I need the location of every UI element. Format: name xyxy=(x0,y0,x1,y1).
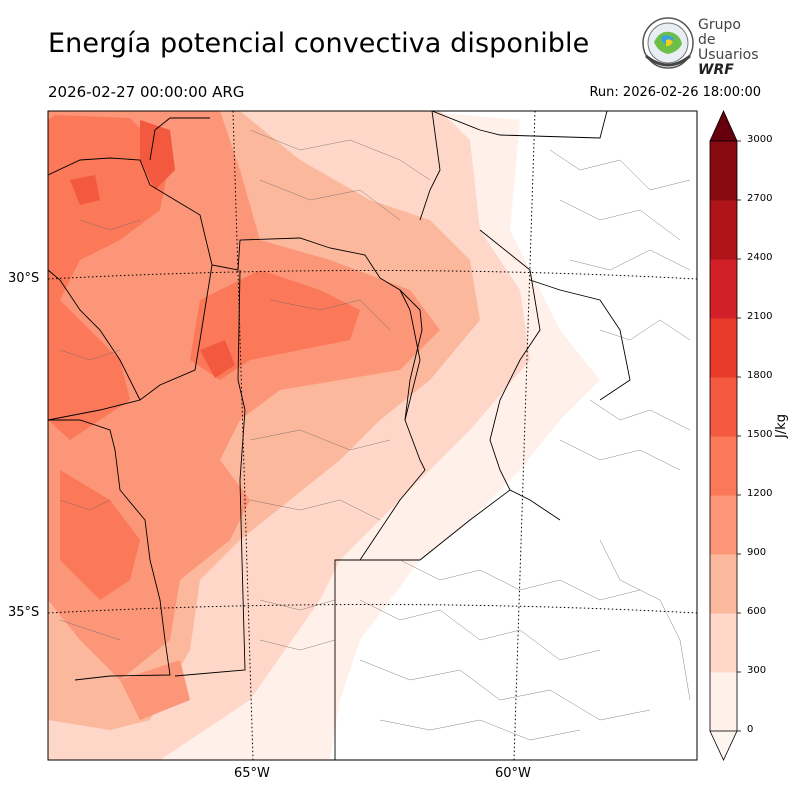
logo-line-2: Usuarios xyxy=(698,47,759,63)
cape-band-900-1200 xyxy=(48,111,440,680)
colorbar-tick-label: 3000 xyxy=(747,134,773,145)
colorbar-tick-label: 1500 xyxy=(747,429,773,440)
cape-band-1500-1800-c xyxy=(70,175,100,205)
cape-band-1500-1800-b xyxy=(200,340,235,378)
colorbar-tick-label: 0 xyxy=(747,724,754,735)
colorbar-swatch xyxy=(710,613,737,673)
lon-line-65w xyxy=(232,111,254,760)
colorbar-tick-label: 2100 xyxy=(747,311,773,322)
province-borders xyxy=(48,111,631,760)
colorbar-over-triangle xyxy=(709,110,738,142)
valid-time: 2026-02-27 00:00:00 ARG xyxy=(48,83,245,101)
colorbar-tick-label: 1200 xyxy=(747,488,773,499)
map-frame xyxy=(47,110,698,761)
colorbar-swatch xyxy=(710,554,737,614)
cape-band-900-1200-south xyxy=(120,660,190,720)
lon-label-65w: 65°W xyxy=(234,766,270,781)
graticule xyxy=(48,111,697,760)
colorbar xyxy=(709,110,741,761)
colorbar-swatch xyxy=(710,377,737,437)
grupo-usuarios-wrf-logo: Grupo de Usuarios WRF xyxy=(640,16,760,78)
colorbar-tick-label: 2400 xyxy=(747,252,773,263)
lat-label-35s: 35°S xyxy=(8,605,40,620)
cape-band-1500-1800 xyxy=(140,120,175,190)
logo-line-3: WRF xyxy=(698,62,734,78)
colorbar-tick-label: 900 xyxy=(747,547,767,558)
colorbar-swatch xyxy=(710,672,737,732)
colorbar-tick-label: 300 xyxy=(747,665,767,676)
lon-label-60w: 60°W xyxy=(495,766,531,781)
cape-field xyxy=(48,111,697,760)
logo-line-1: Grupo de xyxy=(698,17,741,48)
run-time: Run: 2026-02-26 18:00:00 xyxy=(589,85,761,100)
lat-line-35s xyxy=(48,604,697,614)
colorbar-tick-label: 2700 xyxy=(747,193,773,204)
colorbar-tick-label: 1800 xyxy=(747,370,773,381)
colorbar-swatch xyxy=(710,436,737,496)
lat-label-30s: 30°S xyxy=(8,271,40,286)
lon-line-60w xyxy=(513,111,536,760)
colorbar-tick-label: 600 xyxy=(747,606,767,617)
colorbar-swatch xyxy=(710,495,737,555)
map-title: Energía potencial convectiva disponible xyxy=(48,28,590,59)
colorbar-swatch xyxy=(710,259,737,319)
cape-band-1200-1500-west xyxy=(60,470,140,600)
lat-line-30s xyxy=(48,270,697,280)
colorbar-swatch xyxy=(710,318,737,378)
cape-band-1200-1500-core xyxy=(190,270,360,380)
colorbar-under-triangle xyxy=(709,730,738,761)
globe-seal-icon xyxy=(642,17,694,69)
department-borders xyxy=(59,129,691,741)
colorbar-unit: J/kg xyxy=(774,414,789,438)
colorbar-swatch xyxy=(710,200,737,260)
colorbar-swatch xyxy=(710,141,737,201)
